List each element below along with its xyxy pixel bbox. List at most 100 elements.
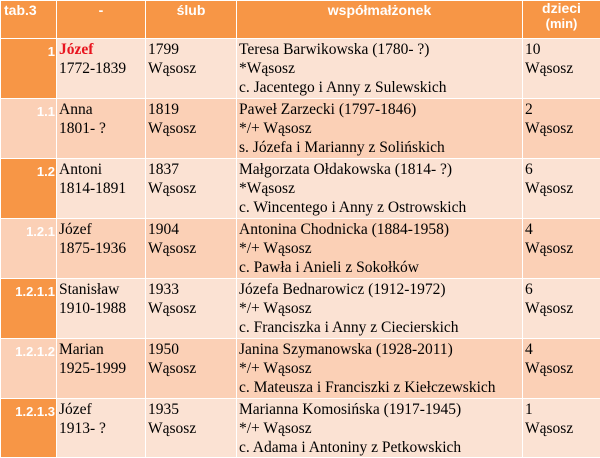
children-cell: 4 Wąsosz	[523, 219, 600, 279]
spouse-cell: Janina Szymanowska (1928-2011) */+ Wąsos…	[237, 339, 523, 399]
header-children-label: dzieci	[525, 1, 598, 16]
header-children: dzieci (min)	[523, 1, 600, 39]
spouse-event: */+ Wąsosz	[239, 359, 520, 378]
person-cell: Józef 1875-1936	[57, 219, 146, 279]
header-dash: -	[57, 1, 146, 39]
children-place: Wąsosz	[525, 239, 598, 258]
person-cell: Józef 1913- ?	[57, 399, 146, 458]
person-dates: 1910-1988	[59, 299, 143, 318]
table-row: 1.2.1 Józef 1875-1936 1904 Wąsosz Antoni…	[1, 219, 600, 279]
marriage-cell: 1819 Wąsosz	[146, 99, 237, 159]
row-id: 1.2.1.3	[1, 399, 57, 458]
marriage-cell: 1904 Wąsosz	[146, 219, 237, 279]
row-id: 1.1	[1, 99, 57, 159]
person-dates: 1875-1936	[59, 239, 143, 258]
spouse-event: *Wąsosz	[239, 179, 520, 198]
spouse-parents: c. Mateusza i Franciszki z Kiełczewskich	[239, 378, 520, 397]
marriage-place: Wąsosz	[148, 419, 234, 438]
row-id: 1.2	[1, 159, 57, 219]
row-id: 1	[1, 39, 57, 99]
row-id: 1.2.1.2	[1, 339, 57, 399]
marriage-place: Wąsosz	[148, 59, 234, 78]
marriage-place: Wąsosz	[148, 359, 234, 378]
person-name: Stanisław	[59, 280, 143, 299]
children-cell: 4 Wąsosz	[523, 339, 600, 399]
children-place: Wąsosz	[525, 299, 598, 318]
person-cell: Antoni 1814-1891	[57, 159, 146, 219]
children-count: 4	[525, 220, 598, 239]
person-name: Marian	[59, 340, 143, 359]
marriage-year: 1950	[148, 340, 234, 359]
children-count: 6	[525, 160, 598, 179]
spouse-cell: Antonina Chodnicka (1884-1958) */+ Wąsos…	[237, 219, 523, 279]
table-row: 1.2.1.3 Józef 1913- ? 1935 Wąsosz Marian…	[1, 399, 600, 458]
children-cell: 6 Wąsosz	[523, 279, 600, 339]
header-marriage: ślub	[146, 1, 237, 39]
person-name: Józef	[59, 400, 143, 419]
marriage-place: Wąsosz	[148, 119, 234, 138]
person-name: Antoni	[59, 160, 143, 179]
children-count: 1	[525, 400, 598, 419]
spouse-name: Janina Szymanowska (1928-2011)	[239, 340, 520, 359]
children-cell: 2 Wąsosz	[523, 99, 600, 159]
marriage-cell: 1950 Wąsosz	[146, 339, 237, 399]
marriage-year: 1819	[148, 100, 234, 119]
marriage-cell: 1799 Wąsosz	[146, 39, 237, 99]
header-row: tab.3 - ślub współmałżonek dzieci (min)	[1, 1, 600, 39]
header-tab: tab.3	[1, 1, 57, 39]
person-dates: 1772-1839	[59, 59, 143, 78]
spouse-cell: Józefa Bednarowicz (1912-1972) */+ Wąsos…	[237, 279, 523, 339]
spouse-name: Teresa Barwikowska (1780- ?)	[239, 40, 520, 59]
children-place: Wąsosz	[525, 179, 598, 198]
spouse-cell: Paweł Zarzecki (1797-1846) */+ Wąsosz s.…	[237, 99, 523, 159]
marriage-year: 1799	[148, 40, 234, 59]
person-cell: Anna 1801- ?	[57, 99, 146, 159]
children-count: 4	[525, 340, 598, 359]
marriage-place: Wąsosz	[148, 299, 234, 318]
person-dates: 1801- ?	[59, 119, 143, 138]
children-count: 10	[525, 40, 598, 59]
table-header: tab.3 - ślub współmałżonek dzieci (min)	[1, 1, 600, 39]
person-cell: Józef 1772-1839	[57, 39, 146, 99]
table-row: 1.2.1.2 Marian 1925-1999 1950 Wąsosz Jan…	[1, 339, 600, 399]
person-dates: 1814-1891	[59, 179, 143, 198]
spouse-parents: s. Józefa i Marianny z Solińskich	[239, 138, 520, 157]
table-row: 1 Józef 1772-1839 1799 Wąsosz Teresa Bar…	[1, 39, 600, 99]
marriage-year: 1837	[148, 160, 234, 179]
header-spouse: współmałżonek	[237, 1, 523, 39]
spouse-event: */+ Wąsosz	[239, 299, 520, 318]
spouse-event: */+ Wąsosz	[239, 419, 520, 438]
children-place: Wąsosz	[525, 119, 598, 138]
spouse-name: Józefa Bednarowicz (1912-1972)	[239, 280, 520, 299]
person-name: Józef	[59, 220, 143, 239]
table-row: 1.2 Antoni 1814-1891 1837 Wąsosz Małgorz…	[1, 159, 600, 219]
marriage-year: 1904	[148, 220, 234, 239]
spouse-event: */+ Wąsosz	[239, 239, 520, 258]
person-name: Józef	[59, 40, 143, 59]
header-children-unit: (min)	[525, 16, 598, 31]
person-cell: Stanisław 1910-1988	[57, 279, 146, 339]
children-place: Wąsosz	[525, 419, 598, 438]
row-id: 1.2.1	[1, 219, 57, 279]
spouse-name: Antonina Chodnicka (1884-1958)	[239, 220, 520, 239]
children-cell: 6 Wąsosz	[523, 159, 600, 219]
spouse-event: */+ Wąsosz	[239, 119, 520, 138]
marriage-place: Wąsosz	[148, 179, 234, 198]
marriage-cell: 1933 Wąsosz	[146, 279, 237, 339]
marriage-year: 1935	[148, 400, 234, 419]
marriage-place: Wąsosz	[148, 239, 234, 258]
children-place: Wąsosz	[525, 359, 598, 378]
marriage-cell: 1935 Wąsosz	[146, 399, 237, 458]
spouse-name: Paweł Zarzecki (1797-1846)	[239, 100, 520, 119]
children-cell: 10 Wąsosz	[523, 39, 600, 99]
marriage-year: 1933	[148, 280, 234, 299]
children-count: 2	[525, 100, 598, 119]
row-id: 1.2.1.1	[1, 279, 57, 339]
person-dates: 1925-1999	[59, 359, 143, 378]
table-row: 1.1 Anna 1801- ? 1819 Wąsosz Paweł Zarze…	[1, 99, 600, 159]
person-dates: 1913- ?	[59, 419, 143, 438]
spouse-cell: Marianna Komosińska (1917-1945) */+ Wąso…	[237, 399, 523, 458]
spouse-name: Małgorzata Ołdakowska (1814- ?)	[239, 160, 520, 179]
spouse-parents: c. Pawła i Anieli z Sokołków	[239, 258, 520, 277]
